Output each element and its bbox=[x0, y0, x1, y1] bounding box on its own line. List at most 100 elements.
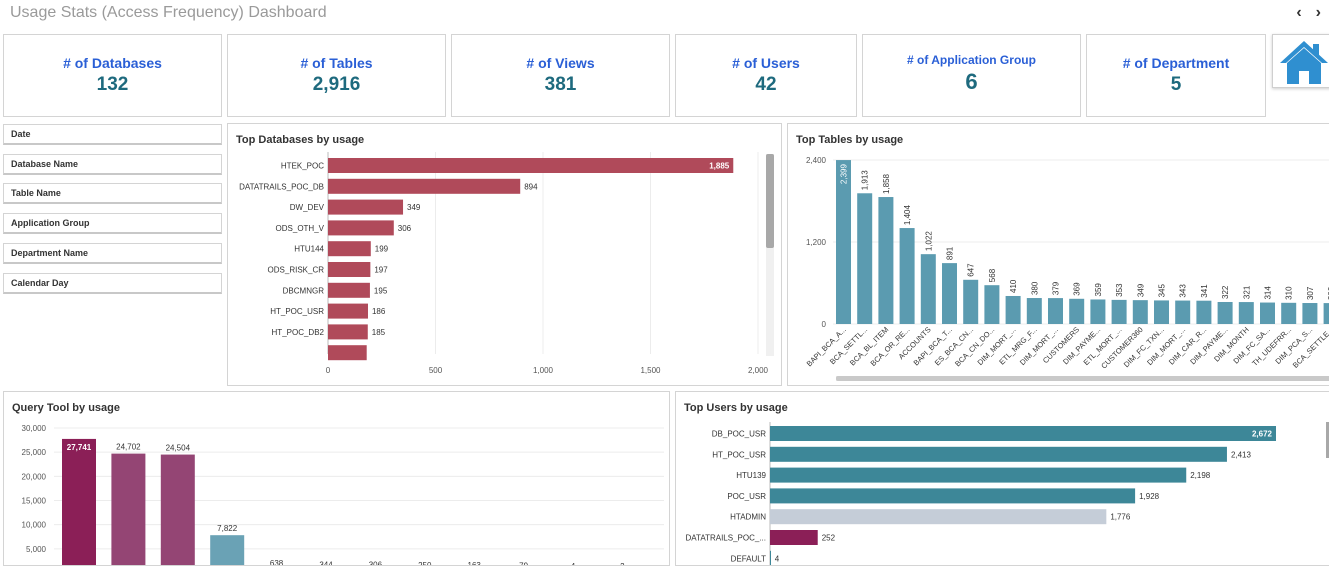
chart-title: Top Tables by usage bbox=[796, 134, 904, 146]
bar-value-label: 2 bbox=[620, 562, 625, 566]
bar-value-label: 638 bbox=[270, 559, 284, 566]
y-category-label: HTU144 bbox=[294, 245, 324, 254]
bar-value-label: 349 bbox=[407, 203, 421, 212]
y-category-label: HT_POC_USR bbox=[270, 307, 324, 316]
bar-value-label: 2,198 bbox=[1190, 471, 1211, 480]
filter-calendar-day[interactable]: Calendar Day bbox=[3, 273, 222, 294]
kpi-label: # of Department bbox=[1122, 55, 1230, 71]
bar-value-label: 252 bbox=[822, 534, 836, 543]
prev-page-button[interactable]: ‹ bbox=[1296, 4, 1302, 21]
bar bbox=[942, 263, 957, 324]
scrollbar-thumb bbox=[836, 376, 1329, 381]
kpi-label: # of Databases bbox=[63, 55, 162, 71]
bar-value-label: 1,885 bbox=[709, 162, 730, 171]
y-tick-label: 10,000 bbox=[22, 521, 47, 530]
y-category-label: HT_POC_DB2 bbox=[272, 328, 325, 337]
bar bbox=[328, 324, 368, 340]
bar-value-label: 307 bbox=[1306, 286, 1315, 300]
y-category-label: HTADMIN bbox=[730, 513, 766, 522]
kpi-label: # of Application Group bbox=[907, 53, 1036, 67]
scrollbar-track bbox=[766, 154, 774, 356]
bar bbox=[328, 303, 368, 319]
bar-value-label: 306 bbox=[369, 561, 383, 566]
bar bbox=[1090, 299, 1106, 324]
bar-value-label: 359 bbox=[1094, 283, 1103, 297]
kpi-databases: # of Databases 132 bbox=[3, 34, 222, 117]
next-page-button[interactable]: › bbox=[1315, 4, 1321, 21]
filter-application-group[interactable]: Application Group bbox=[3, 213, 222, 234]
bar-value-label: 1,858 bbox=[882, 173, 891, 194]
bar bbox=[1281, 302, 1297, 324]
kpi-users: # of Users 42 bbox=[675, 34, 857, 117]
bar bbox=[770, 446, 1227, 462]
bar bbox=[1260, 302, 1275, 324]
y-category-label: DATATRAILS_POC_DB bbox=[239, 182, 324, 191]
bar-value-label: 2,399 bbox=[840, 164, 849, 185]
home-icon bbox=[1280, 41, 1328, 84]
bar-value-label: 345 bbox=[1158, 284, 1167, 298]
y-category-label: DW_DEV bbox=[290, 203, 325, 212]
bar-value-label: 343 bbox=[1179, 284, 1188, 298]
top-databases-panel: Top Databases by usage 0 500 1,000 1,500 2,0… bbox=[227, 123, 782, 386]
y-category-label: DEFAULT bbox=[731, 554, 767, 563]
kpi-value: 381 bbox=[544, 74, 577, 95]
bar-value-label: 27,741 bbox=[67, 443, 92, 452]
bar bbox=[328, 241, 371, 257]
bar-value-label: 250 bbox=[418, 561, 432, 566]
bar bbox=[1175, 300, 1191, 324]
bar bbox=[1302, 303, 1318, 324]
y-tick-label: 25,000 bbox=[22, 448, 47, 457]
kpi-value: 6 bbox=[965, 69, 978, 94]
bar-value-label: 306 bbox=[398, 224, 412, 233]
bar bbox=[770, 550, 771, 565]
bar bbox=[899, 228, 915, 324]
y-tick-label: 30,000 bbox=[22, 424, 47, 433]
kpi-value: 2,916 bbox=[312, 74, 361, 95]
home-button[interactable] bbox=[1272, 34, 1329, 88]
y-category-label: POC_USR bbox=[727, 492, 766, 501]
page-title: Usage Stats (Access Frequency) Dashboard bbox=[10, 4, 327, 21]
bar-value-label: 1,776 bbox=[1110, 513, 1131, 522]
bar bbox=[1005, 295, 1021, 324]
bar bbox=[1238, 302, 1254, 324]
bar-value-label: 7,822 bbox=[217, 524, 238, 533]
filter-database-name[interactable]: Database Name bbox=[3, 154, 222, 175]
filter-table-name[interactable]: Table Name bbox=[3, 183, 222, 204]
bar-value-label: 341 bbox=[1200, 284, 1209, 298]
bar bbox=[920, 254, 936, 324]
bar bbox=[328, 345, 367, 361]
x-tick-label: 1,000 bbox=[533, 366, 554, 375]
bar-value-label: 2,413 bbox=[1231, 450, 1252, 459]
top-users-panel: Top Users by usage DB_POC_USR 2,672 HT_POC… bbox=[675, 391, 1329, 566]
x-tick-label: 0 bbox=[326, 366, 331, 375]
bar bbox=[1217, 301, 1233, 324]
bar-value-label: 1,928 bbox=[1139, 492, 1160, 501]
bar bbox=[1026, 298, 1042, 324]
bar-value-label: 4 bbox=[571, 562, 576, 566]
y-category-label: ODS_OTH_V bbox=[276, 224, 325, 233]
y-tick-label: 5,000 bbox=[26, 545, 47, 554]
filter-department-name[interactable]: Department Name bbox=[3, 243, 222, 264]
bar-value-label: 195 bbox=[374, 286, 388, 295]
bar-value-label: 353 bbox=[1115, 283, 1124, 297]
chart-title: Top Users by usage bbox=[684, 402, 788, 414]
bar-value-label: 891 bbox=[946, 246, 955, 260]
y-category-label: HTEK_POC bbox=[281, 162, 324, 171]
bar bbox=[1132, 300, 1148, 324]
bar bbox=[62, 438, 96, 565]
y-category-label: HT_POC_USR bbox=[712, 450, 766, 459]
y-category-label: DATATRAILS_POC_... bbox=[686, 534, 766, 543]
bar-value-label: 314 bbox=[1264, 286, 1273, 300]
y-category-label: DB_POC_USR bbox=[712, 430, 766, 439]
bar-value-label: 344 bbox=[319, 560, 333, 566]
y-tick-label: 2,400 bbox=[806, 156, 827, 165]
bar bbox=[1154, 300, 1169, 324]
bar bbox=[770, 509, 1107, 525]
scrollbar-thumb bbox=[1326, 422, 1329, 458]
filter-date[interactable]: Date bbox=[3, 124, 222, 145]
query-tool-chart: 5,000 10,000 15,000 20,000 25,000 30,000 27,74… bbox=[22, 424, 664, 566]
kpi-label: # of Users bbox=[732, 55, 800, 71]
kpi-tables: # of Tables 2,916 bbox=[227, 34, 446, 117]
kpi-department: # of Department 5 bbox=[1086, 34, 1266, 117]
kpi-value: 132 bbox=[96, 74, 129, 95]
